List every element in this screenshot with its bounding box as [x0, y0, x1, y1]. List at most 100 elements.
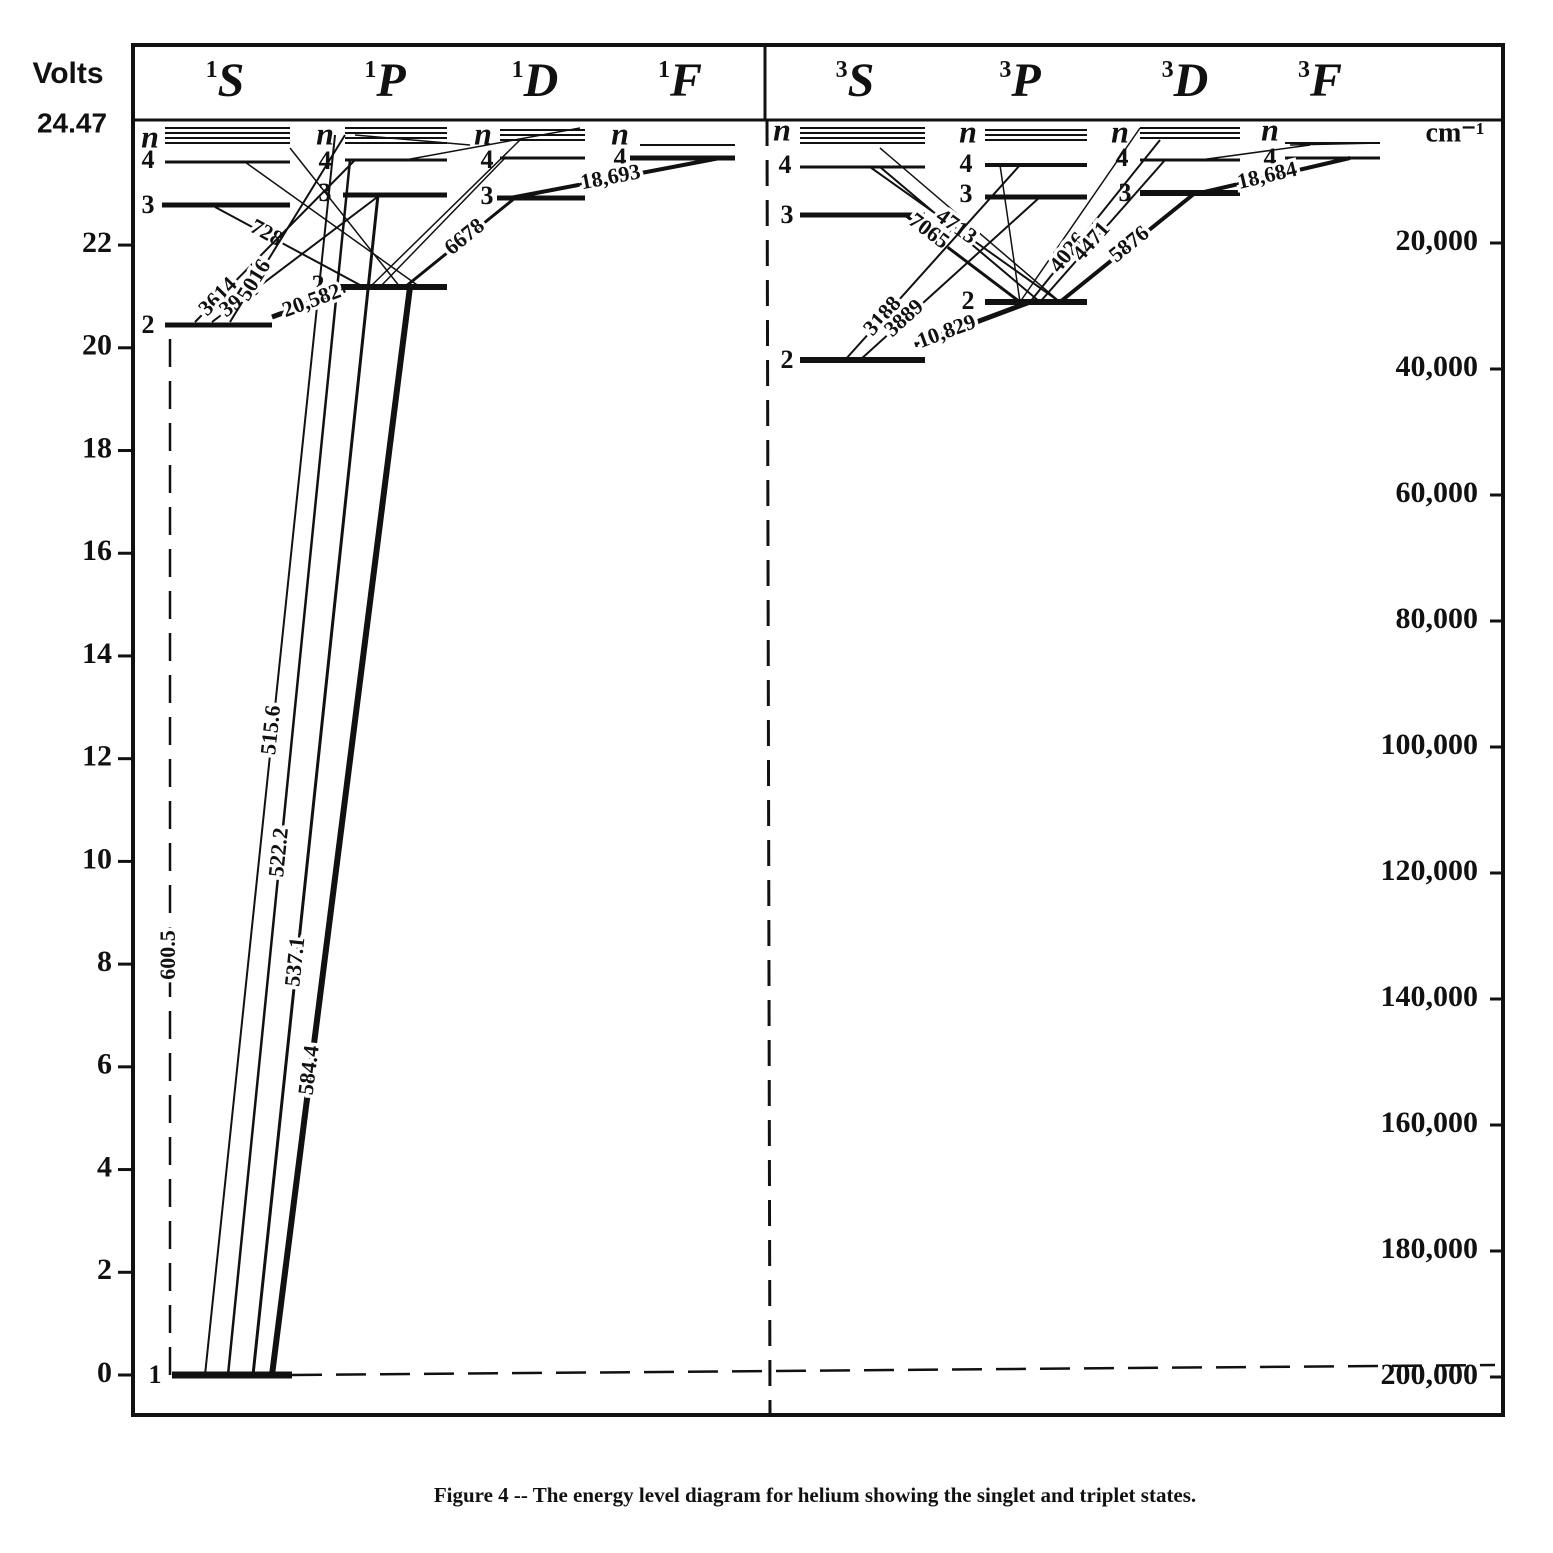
- transition-line: [1199, 156, 1351, 195]
- y-tick-label: 16: [82, 534, 112, 567]
- transition-line: [354, 134, 471, 146]
- column-heading: 3D: [1162, 54, 1209, 107]
- heading-letter: F: [1309, 54, 1342, 107]
- wavelength-label: 18,684: [1235, 156, 1300, 194]
- transition-line: [904, 213, 1021, 304]
- wavelength-label: 537.1: [279, 936, 309, 988]
- y-tick-label: 8: [97, 945, 112, 978]
- level-label: 3: [960, 179, 973, 208]
- transition-line: [844, 164, 1021, 361]
- heading-letter: D: [523, 54, 559, 107]
- transition-line: [251, 194, 380, 1376]
- heading-letter: F: [669, 54, 702, 107]
- transition-line: [271, 287, 346, 320]
- transition-line: [229, 134, 346, 323]
- ground-line: [291, 1363, 1496, 1377]
- wavelength-label: 584.4: [293, 1044, 324, 1096]
- axis-top-label: 24.47: [37, 107, 107, 138]
- transition-line: [1058, 191, 1197, 304]
- transition-line: [269, 286, 413, 1376]
- y2-tick-label: 100,000: [1381, 728, 1479, 761]
- y-tick-label: 10: [82, 842, 112, 875]
- transition-line: [859, 196, 1041, 361]
- y2-tick-label: 60,000: [1396, 476, 1479, 509]
- level-label: n: [1111, 113, 1129, 149]
- level-label: n: [474, 115, 492, 151]
- transition-line: [1019, 127, 1141, 303]
- level-label: 3: [142, 190, 155, 219]
- level-label: 3: [481, 181, 494, 210]
- level-label: 4: [142, 145, 155, 174]
- transition-line: [211, 194, 381, 323]
- frame: [131, 43, 1505, 1417]
- y-tick-label: 2: [97, 1253, 112, 1286]
- level-label: 1: [149, 1360, 162, 1389]
- level-label: 2: [781, 345, 794, 374]
- y2-tick-label: 40,000: [1396, 350, 1479, 383]
- level-label: 4: [319, 146, 332, 175]
- level-label: 4: [481, 145, 494, 174]
- y-tick-label: 0: [97, 1356, 112, 1389]
- y2-tick-label: 200,000: [1381, 1358, 1479, 1391]
- column-heading: 3S: [836, 54, 875, 107]
- y-tick-label: 20: [82, 329, 112, 362]
- level-label: 4: [614, 143, 627, 172]
- wavelength-label: 18,693: [578, 158, 642, 194]
- transition-line: [999, 164, 1021, 303]
- caption: Figure 4 -- The energy level diagram for…: [434, 1483, 1196, 1507]
- transition-line: [369, 139, 521, 288]
- heading-letter: D: [1173, 54, 1209, 107]
- wavelength-label: 515.6: [255, 704, 285, 756]
- heading-superscript: 3: [836, 57, 848, 83]
- y2-tick-label: 180,000: [1381, 1232, 1479, 1265]
- y-tick-label: 12: [82, 740, 112, 773]
- transition-line: [1199, 144, 1311, 161]
- y2-tick-label: 140,000: [1381, 980, 1479, 1013]
- y2-tick-label: 160,000: [1381, 1106, 1479, 1139]
- level-label: 4: [779, 150, 792, 179]
- divider: [765, 119, 772, 1416]
- transition-line: [204, 134, 336, 1376]
- y-tick-label: 14: [82, 637, 112, 670]
- transition-line: [404, 127, 581, 161]
- level-label: n: [316, 115, 334, 151]
- transition-line: [1039, 159, 1166, 303]
- y-tick-label: 6: [97, 1048, 112, 1081]
- transition-line: [404, 196, 516, 289]
- level-label: n: [141, 118, 159, 154]
- heading-superscript: 1: [658, 57, 670, 83]
- column-heading: 1S: [206, 54, 245, 107]
- transition-line: [879, 166, 1041, 303]
- heading-superscript: 3: [1162, 57, 1174, 83]
- transition-line: [226, 159, 352, 1376]
- level-label: n: [959, 113, 977, 149]
- transition-line: [379, 157, 506, 288]
- heading-letter: S: [218, 54, 245, 107]
- heading-superscript: 3: [999, 57, 1011, 83]
- y-tick-label: 18: [82, 431, 112, 464]
- column-heading: 1D: [512, 54, 559, 107]
- y-tick-label: 22: [82, 226, 112, 259]
- transition-line: [194, 159, 356, 323]
- column-heading: 3F: [1298, 54, 1342, 107]
- heading-letter: P: [1010, 54, 1041, 107]
- y2-tick-label: 120,000: [1381, 854, 1479, 887]
- level-label: 4: [960, 149, 973, 178]
- transition-line: [879, 147, 1061, 303]
- heading-superscript: 1: [364, 57, 376, 83]
- transition-line: [869, 166, 1061, 303]
- heading-letter: P: [375, 54, 406, 107]
- y2-tick-label: 80,000: [1396, 602, 1479, 635]
- column-heading: 1F: [658, 54, 702, 107]
- wavelength-label: 728: [246, 213, 287, 251]
- transition-line: [509, 156, 721, 200]
- column-heading: 3P: [999, 54, 1041, 107]
- wavelength-label: 600.5: [155, 930, 180, 980]
- axis-title: Volts: [32, 57, 103, 90]
- column-heading: 1P: [364, 54, 406, 107]
- heading-superscript: 1: [206, 57, 218, 83]
- y-tick-label: 4: [97, 1150, 112, 1183]
- transition-line: [214, 206, 361, 286]
